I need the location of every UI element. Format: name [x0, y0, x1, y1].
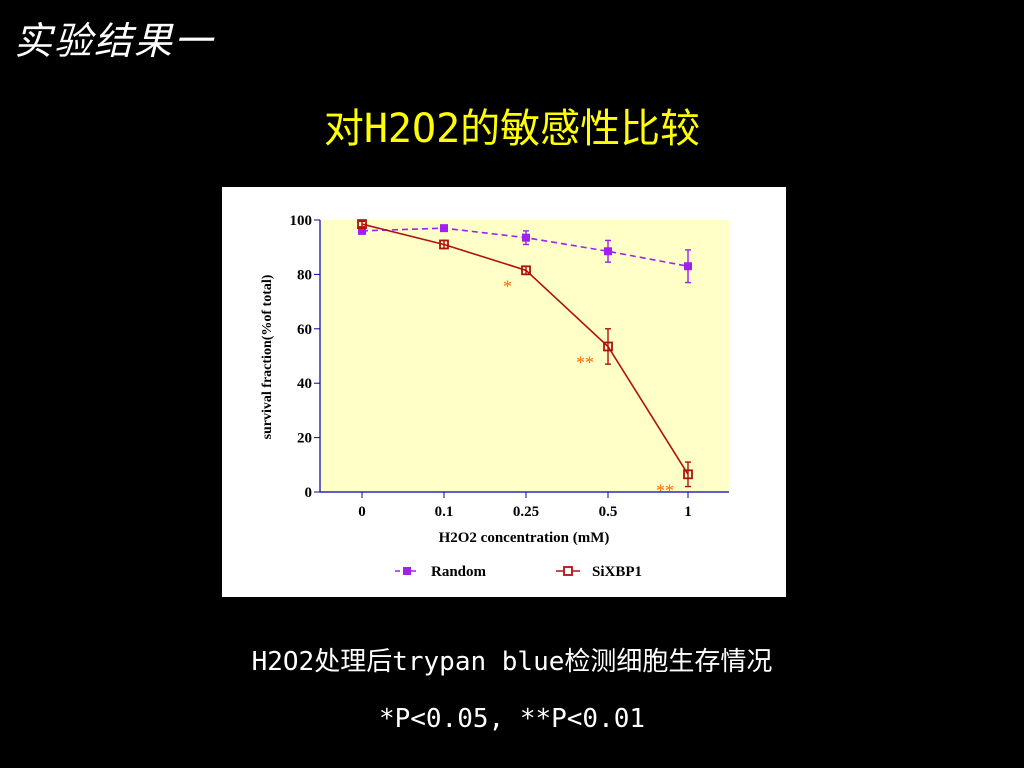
y-ticks: 0 20 40 60 80 100 — [290, 213, 320, 501]
data-point — [603, 341, 613, 352]
data-point — [358, 226, 366, 235]
legend-swatch-marker — [403, 567, 411, 575]
y-tick-label: 0 — [305, 485, 313, 501]
x-tick-label: 0.5 — [599, 504, 618, 520]
data-point — [357, 219, 367, 229]
y-tick-label: 60 — [297, 322, 312, 338]
corner-title: 实验结果一 — [14, 19, 215, 63]
slide-title: 对H2O2的敏感性比较 — [323, 106, 701, 152]
x-ticks: 0 0.1 0.25 0.5 1 — [358, 492, 692, 520]
legend-swatch-marker — [563, 566, 573, 576]
significance-marker: ** — [656, 480, 674, 500]
y-tick-label: 40 — [297, 376, 312, 392]
x-tick-label: 0 — [358, 504, 366, 520]
y-axis-label: survival fraction(%of total) — [260, 274, 275, 439]
legend-label: Random — [431, 564, 487, 580]
significance-marker: ** — [576, 352, 594, 372]
y-tick-label: 100 — [290, 213, 313, 229]
series-layer — [357, 219, 693, 488]
data-point — [683, 469, 693, 480]
data-point — [684, 262, 692, 271]
x-axis-label: H2O2 concentration (mM) — [439, 530, 610, 546]
axes — [319, 220, 729, 493]
legend: Random SiXBP1 — [395, 564, 642, 580]
data-point — [439, 239, 449, 250]
plot-area — [320, 220, 729, 492]
series-sixbp1 — [357, 219, 693, 488]
data-point — [440, 224, 448, 233]
legend-label: SiXBP1 — [592, 564, 642, 580]
legend-item-sixbp1: SiXBP1 — [556, 564, 642, 580]
significance-marker: * — [503, 276, 512, 296]
survival-chart: 0 20 40 60 80 100 0 0.1 0.25 0.5 1 survival fract… — [260, 213, 729, 580]
data-point — [604, 247, 612, 256]
annotations: ***** — [503, 276, 674, 500]
chart-panel: 0 20 40 60 80 100 0 0.1 0.25 0.5 1 survival fract… — [222, 187, 786, 597]
caption: H2O2处理后trypan blue检测细胞生存情况 — [251, 647, 773, 677]
x-tick-label: 0.1 — [435, 504, 454, 520]
x-tick-label: 1 — [684, 504, 692, 520]
y-tick-label: 20 — [297, 431, 312, 447]
data-point — [522, 233, 530, 242]
significance-note: *P<0.05, **P<0.01 — [378, 704, 646, 734]
series-random — [358, 224, 692, 284]
data-point — [521, 265, 531, 276]
x-tick-label: 0.25 — [513, 504, 539, 520]
y-tick-label: 80 — [297, 267, 312, 283]
legend-item-random: Random — [395, 564, 487, 580]
